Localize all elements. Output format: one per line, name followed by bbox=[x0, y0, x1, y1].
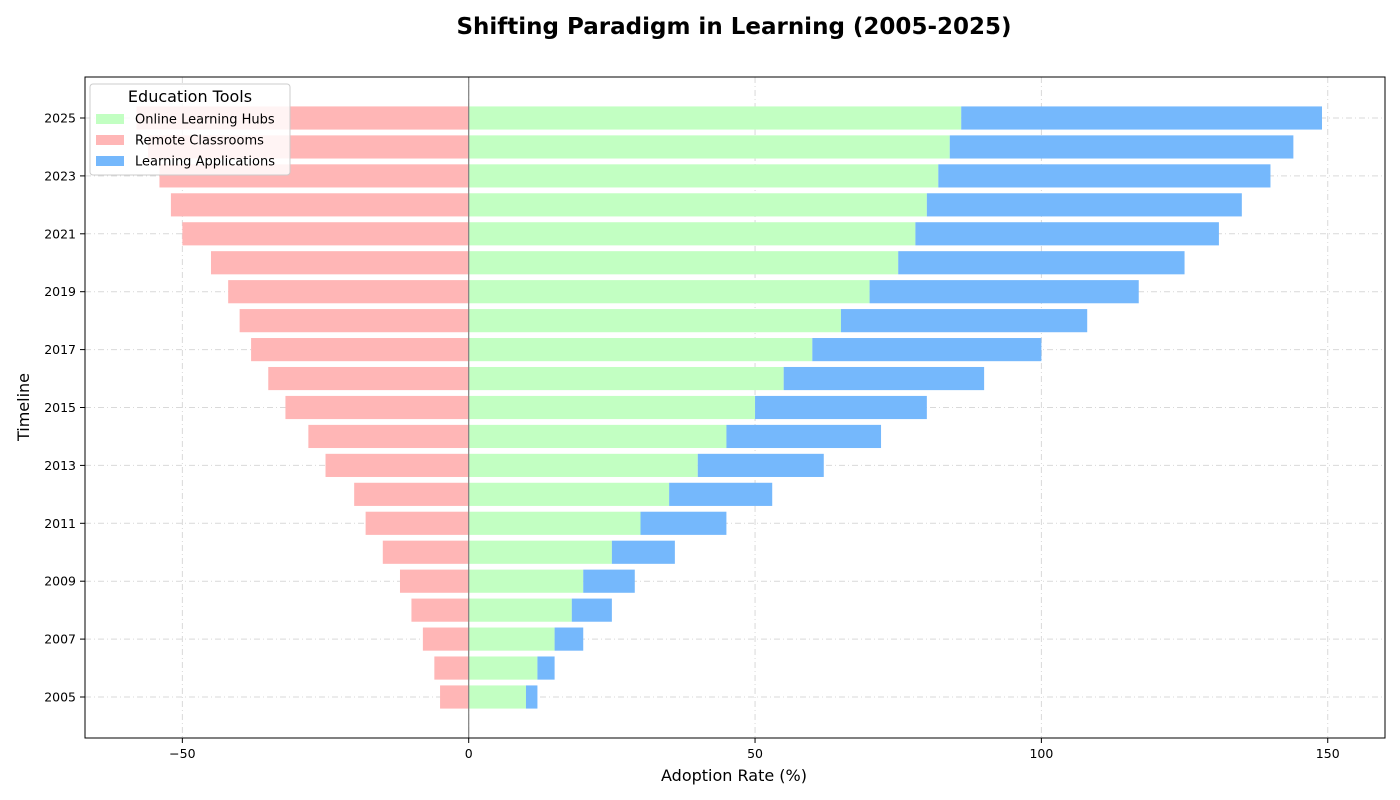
bar-learning-applications-2021 bbox=[915, 222, 1219, 246]
y-tick-label: 2013 bbox=[44, 458, 76, 473]
x-tick-label: 150 bbox=[1316, 746, 1340, 761]
bar-learning-applications-2024 bbox=[949, 135, 1294, 159]
bar-remote-classrooms-2022 bbox=[170, 193, 469, 217]
bar-online-learning-hubs-2010 bbox=[468, 540, 612, 564]
bar-online-learning-hubs-2025 bbox=[468, 106, 962, 130]
legend-items: Online Learning Hubs Remote Classrooms Lea… bbox=[96, 113, 275, 170]
bar-learning-applications-2018 bbox=[840, 309, 1088, 333]
bar-remote-classrooms-2011 bbox=[365, 511, 469, 535]
bar-remote-classrooms-2015 bbox=[285, 395, 469, 420]
bar-remote-classrooms-2008 bbox=[411, 598, 469, 622]
legend-box bbox=[89, 83, 291, 176]
y-axis-label: Timeline bbox=[14, 373, 33, 442]
bar-remote-classrooms-2018 bbox=[239, 309, 469, 333]
bar-learning-applications-2007 bbox=[554, 627, 584, 651]
bar-online-learning-hubs-2017 bbox=[468, 338, 813, 362]
bar-online-learning-hubs-2021 bbox=[468, 222, 916, 246]
legend-label: Remote Classrooms bbox=[135, 134, 264, 149]
bar-learning-applications-2019 bbox=[869, 280, 1139, 304]
bar-remote-classrooms-2012 bbox=[354, 482, 469, 506]
bar-learning-applications-2014 bbox=[726, 424, 882, 449]
y-tick-label: 2015 bbox=[44, 400, 76, 415]
bar-learning-applications-2015 bbox=[755, 395, 927, 420]
bar-remote-classrooms-2006 bbox=[434, 656, 469, 680]
bar-remote-classrooms-2010 bbox=[382, 540, 469, 564]
bar-online-learning-hubs-2023 bbox=[468, 164, 939, 188]
legend-label: Learning Applications bbox=[135, 155, 275, 170]
bar-online-learning-hubs-2008 bbox=[468, 598, 572, 622]
y-axis-ticks: 2005 2007 2009 2011 2013 2015 2017 2019 2021 2023… bbox=[44, 111, 85, 705]
bar-learning-applications-2010 bbox=[611, 540, 675, 564]
bar-remote-classrooms-2020 bbox=[210, 251, 469, 275]
legend-title: Education Tools bbox=[128, 87, 252, 106]
bar-learning-applications-2023 bbox=[938, 164, 1271, 188]
bar-remote-classrooms-2009 bbox=[399, 569, 469, 593]
bar-learning-applications-2025 bbox=[961, 106, 1323, 130]
bar-remote-classrooms-2007 bbox=[422, 627, 469, 651]
bar-remote-classrooms-2016 bbox=[268, 366, 469, 391]
y-tick-label: 2023 bbox=[44, 168, 76, 183]
y-tick-label: 2007 bbox=[44, 632, 76, 647]
x-tick-label: 100 bbox=[1029, 746, 1053, 761]
bar-online-learning-hubs-2006 bbox=[468, 656, 538, 680]
bar-learning-applications-2005 bbox=[525, 685, 538, 709]
bar-remote-classrooms-2014 bbox=[308, 424, 469, 449]
y-tick-label: 2011 bbox=[44, 516, 76, 531]
bar-online-learning-hubs-2005 bbox=[468, 685, 526, 709]
legend-label: Online Learning Hubs bbox=[135, 113, 275, 128]
bar-learning-applications-2009 bbox=[583, 569, 635, 593]
legend-swatch bbox=[96, 156, 124, 166]
x-axis-label: Adoption Rate (%) bbox=[661, 766, 807, 785]
bar-online-learning-hubs-2018 bbox=[468, 309, 841, 333]
y-tick-label: 2009 bbox=[44, 574, 76, 589]
bar-learning-applications-2016 bbox=[783, 366, 985, 391]
bar-learning-applications-2011 bbox=[640, 511, 727, 535]
bar-online-learning-hubs-2012 bbox=[468, 482, 670, 506]
bar-online-learning-hubs-2011 bbox=[468, 511, 641, 535]
y-tick-label: 2025 bbox=[44, 111, 76, 126]
x-tick-label: 50 bbox=[747, 746, 763, 761]
bar-online-learning-hubs-2016 bbox=[468, 366, 784, 391]
y-tick-label: 2005 bbox=[44, 690, 76, 705]
bars-layer bbox=[136, 106, 1323, 709]
bar-remote-classrooms-2017 bbox=[251, 338, 469, 362]
bar-learning-applications-2013 bbox=[697, 453, 824, 477]
bar-remote-classrooms-2021 bbox=[182, 222, 469, 246]
bar-remote-classrooms-2013 bbox=[325, 453, 469, 477]
bar-online-learning-hubs-2013 bbox=[468, 453, 698, 477]
bar-online-learning-hubs-2019 bbox=[468, 280, 870, 304]
y-tick-label: 2021 bbox=[44, 226, 76, 241]
bar-learning-applications-2006 bbox=[537, 656, 555, 680]
legend-swatch bbox=[96, 135, 124, 145]
bar-online-learning-hubs-2022 bbox=[468, 193, 927, 217]
bar-online-learning-hubs-2020 bbox=[468, 251, 899, 275]
bar-online-learning-hubs-2007 bbox=[468, 627, 555, 651]
y-tick-label: 2017 bbox=[44, 342, 76, 357]
legend: Education Tools Online Learning Hubs Remo… bbox=[89, 83, 291, 176]
bar-online-learning-hubs-2014 bbox=[468, 424, 727, 449]
x-axis-ticks: −50 0 50 100 150 bbox=[169, 738, 1340, 761]
bar-learning-applications-2012 bbox=[669, 482, 773, 506]
x-tick-label: −50 bbox=[169, 746, 195, 761]
bar-remote-classrooms-2005 bbox=[440, 685, 469, 709]
bar-learning-applications-2017 bbox=[812, 338, 1042, 362]
bar-online-learning-hubs-2009 bbox=[468, 569, 584, 593]
chart-title: Shifting Paradigm in Learning (2005-2025… bbox=[456, 14, 1011, 40]
bar-online-learning-hubs-2015 bbox=[468, 395, 756, 420]
bar-learning-applications-2022 bbox=[926, 193, 1242, 217]
x-tick-label: 0 bbox=[465, 746, 473, 761]
bar-learning-applications-2008 bbox=[571, 598, 612, 622]
bar-online-learning-hubs-2024 bbox=[468, 135, 950, 159]
y-tick-label: 2019 bbox=[44, 284, 76, 299]
bar-remote-classrooms-2019 bbox=[228, 280, 469, 304]
legend-swatch bbox=[96, 114, 124, 124]
bar-learning-applications-2020 bbox=[898, 251, 1185, 275]
